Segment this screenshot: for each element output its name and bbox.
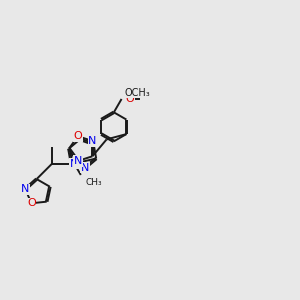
Text: O: O [74, 131, 82, 141]
Text: OCH₃: OCH₃ [124, 88, 150, 98]
Text: O: O [27, 198, 36, 208]
Text: CH₃: CH₃ [86, 178, 102, 187]
Text: N: N [70, 158, 78, 169]
Text: N: N [74, 156, 82, 166]
Text: N: N [21, 184, 29, 194]
Text: N: N [88, 136, 97, 146]
Text: O: O [126, 94, 134, 104]
Text: N: N [81, 163, 89, 173]
